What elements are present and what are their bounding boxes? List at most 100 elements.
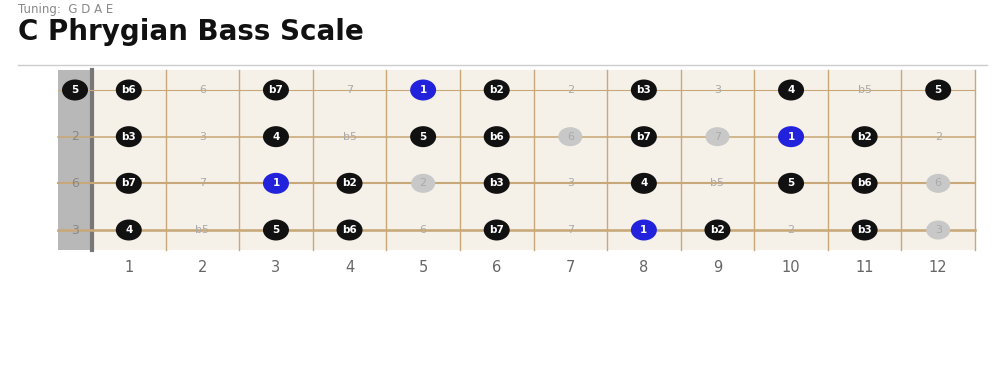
Text: 3: 3 xyxy=(714,85,721,95)
Ellipse shape xyxy=(483,219,510,241)
Text: b3: b3 xyxy=(857,225,872,235)
Text: b2: b2 xyxy=(489,85,505,95)
Text: b7: b7 xyxy=(636,132,651,142)
Text: 1: 1 xyxy=(787,132,795,142)
Ellipse shape xyxy=(778,173,804,194)
Ellipse shape xyxy=(631,79,657,100)
Text: 7: 7 xyxy=(567,225,574,235)
Text: 4: 4 xyxy=(640,178,647,188)
Text: 5: 5 xyxy=(418,260,428,275)
Text: 3: 3 xyxy=(271,260,280,275)
Ellipse shape xyxy=(851,173,877,194)
Text: 5: 5 xyxy=(419,132,427,142)
Text: 7: 7 xyxy=(346,85,353,95)
Text: b7: b7 xyxy=(122,178,137,188)
Text: 10: 10 xyxy=(782,260,800,275)
Text: 6: 6 xyxy=(420,225,427,235)
Text: 3: 3 xyxy=(71,223,79,236)
Text: b3: b3 xyxy=(122,132,136,142)
Ellipse shape xyxy=(631,219,657,241)
Text: b6: b6 xyxy=(489,132,505,142)
Text: b2: b2 xyxy=(342,178,357,188)
Text: 5: 5 xyxy=(935,85,942,95)
Text: 1: 1 xyxy=(125,260,134,275)
Text: 6: 6 xyxy=(492,260,501,275)
Text: 4: 4 xyxy=(272,132,279,142)
Text: b5: b5 xyxy=(343,132,357,142)
Text: 5: 5 xyxy=(71,84,79,97)
Text: 2: 2 xyxy=(567,85,574,95)
Text: 2: 2 xyxy=(198,260,207,275)
Ellipse shape xyxy=(483,79,510,100)
Ellipse shape xyxy=(927,174,950,193)
Ellipse shape xyxy=(926,79,951,100)
Text: b6: b6 xyxy=(122,85,136,95)
Ellipse shape xyxy=(263,126,289,147)
Text: 7: 7 xyxy=(566,260,575,275)
Text: 9: 9 xyxy=(713,260,722,275)
Ellipse shape xyxy=(927,220,950,239)
Ellipse shape xyxy=(337,219,363,241)
Text: b5: b5 xyxy=(195,225,209,235)
Text: 4: 4 xyxy=(787,85,795,95)
Text: 2: 2 xyxy=(788,225,795,235)
Text: 12: 12 xyxy=(929,260,948,275)
Ellipse shape xyxy=(705,219,731,241)
Text: 11: 11 xyxy=(855,260,874,275)
Ellipse shape xyxy=(706,127,730,146)
Text: C Phrygian Bass Scale: C Phrygian Bass Scale xyxy=(18,18,364,46)
Text: 2: 2 xyxy=(71,130,79,143)
Text: 2: 2 xyxy=(935,132,942,142)
Text: 5: 5 xyxy=(787,178,795,188)
Ellipse shape xyxy=(778,126,804,147)
Text: 1: 1 xyxy=(640,225,647,235)
Ellipse shape xyxy=(778,79,804,100)
Text: 7: 7 xyxy=(199,178,206,188)
Ellipse shape xyxy=(62,79,88,100)
Ellipse shape xyxy=(263,79,289,100)
Ellipse shape xyxy=(410,79,436,100)
Ellipse shape xyxy=(410,126,436,147)
Text: 6: 6 xyxy=(71,177,79,190)
Bar xyxy=(58,70,975,250)
Text: 6: 6 xyxy=(567,132,574,142)
Text: 6: 6 xyxy=(935,178,942,188)
Text: b3: b3 xyxy=(636,85,651,95)
Ellipse shape xyxy=(263,173,289,194)
Ellipse shape xyxy=(851,219,877,241)
Ellipse shape xyxy=(116,173,142,194)
Text: 7: 7 xyxy=(714,132,721,142)
Ellipse shape xyxy=(631,126,657,147)
Ellipse shape xyxy=(263,219,289,241)
Text: b7: b7 xyxy=(489,225,505,235)
Text: b6: b6 xyxy=(342,225,357,235)
Text: Tuning:  G D A E: Tuning: G D A E xyxy=(18,3,114,16)
Ellipse shape xyxy=(411,174,435,193)
Text: b7: b7 xyxy=(268,85,283,95)
Ellipse shape xyxy=(116,79,142,100)
Text: 4: 4 xyxy=(125,225,133,235)
Ellipse shape xyxy=(559,127,582,146)
Text: b3: b3 xyxy=(489,178,505,188)
Text: 6: 6 xyxy=(199,85,206,95)
Text: b2: b2 xyxy=(711,225,725,235)
Ellipse shape xyxy=(483,126,510,147)
Text: 4: 4 xyxy=(345,260,354,275)
Ellipse shape xyxy=(851,126,877,147)
Text: 1: 1 xyxy=(419,85,427,95)
Text: 5: 5 xyxy=(71,85,78,95)
Bar xyxy=(58,70,92,250)
Text: b5: b5 xyxy=(857,85,871,95)
Ellipse shape xyxy=(483,173,510,194)
Text: 2: 2 xyxy=(419,178,427,188)
Text: b6: b6 xyxy=(857,178,872,188)
Text: 3: 3 xyxy=(199,132,206,142)
Ellipse shape xyxy=(337,173,363,194)
Text: 8: 8 xyxy=(639,260,648,275)
Ellipse shape xyxy=(631,173,657,194)
Text: 3: 3 xyxy=(935,225,942,235)
Text: b2: b2 xyxy=(857,132,872,142)
Text: 1: 1 xyxy=(272,178,279,188)
Text: b5: b5 xyxy=(711,178,725,188)
Ellipse shape xyxy=(116,126,142,147)
